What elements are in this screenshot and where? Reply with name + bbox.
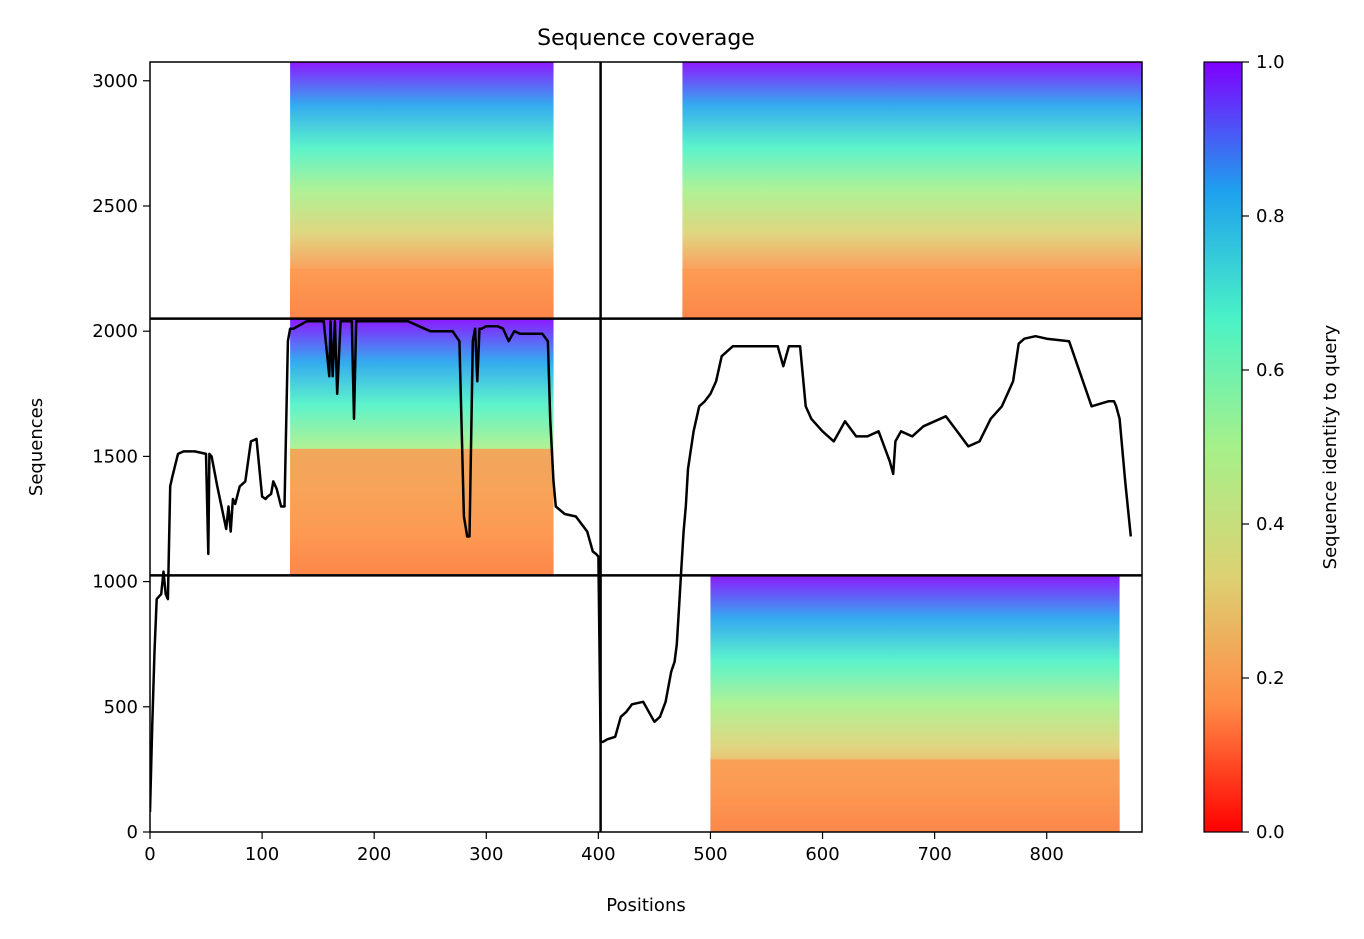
x-tick-label: 500	[693, 844, 727, 865]
y-tick-label: 2500	[92, 196, 138, 217]
coverage-line	[150, 319, 1133, 813]
colorbar-tick-label: 1.0	[1256, 52, 1285, 73]
heatmap-low-identity-band	[682, 268, 1142, 319]
x-tick-label: 200	[357, 844, 391, 865]
colorbar-tick-label: 0.4	[1256, 514, 1285, 535]
heatmap-low-identity-band	[290, 448, 554, 576]
x-tick-label: 800	[1030, 844, 1064, 865]
y-tick-label: 1000	[92, 572, 138, 593]
chart-title: Sequence coverage	[537, 26, 755, 51]
x-tick-label: 400	[581, 844, 615, 865]
coverage-line-layer	[150, 319, 1133, 813]
x-tick-label: 0	[144, 844, 155, 865]
y-tick-label: 0	[127, 822, 138, 843]
colorbar	[1203, 61, 1243, 833]
colorbar-tick-label: 0.0	[1256, 822, 1285, 843]
x-axis-ticks: 0 100 200 300 400 500 600 700 800	[144, 832, 1064, 865]
y-tick-label: 2000	[92, 321, 138, 342]
colorbar-label: Sequence identity to query	[1320, 324, 1341, 569]
y-tick-label: 3000	[92, 71, 138, 92]
y-tick-label: 500	[104, 697, 138, 718]
plot-frame	[149, 61, 1143, 833]
x-tick-label: 100	[245, 844, 279, 865]
colorbar-tick-label: 0.6	[1256, 360, 1285, 381]
x-axis-label: Positions	[606, 895, 685, 916]
x-tick-label: 600	[805, 844, 839, 865]
x-tick-label: 700	[917, 844, 951, 865]
coverage-heatmap	[290, 62, 1142, 832]
y-axis-ticks: 0 500 1000 1500 2000 2500 3000	[92, 71, 150, 843]
heatmap-low-identity-band	[290, 268, 554, 319]
colorbar-tick-label: 0.2	[1256, 668, 1285, 689]
heatmap-low-identity-band	[710, 759, 1120, 832]
colorbar-tick-label: 0.8	[1256, 206, 1285, 227]
x-tick-label: 300	[469, 844, 503, 865]
colorbar-ticks: 0.0 0.2 0.4 0.6 0.8 1.0	[1242, 52, 1285, 843]
y-axis-label: Sequences	[26, 398, 47, 496]
y-tick-label: 1500	[92, 446, 138, 467]
